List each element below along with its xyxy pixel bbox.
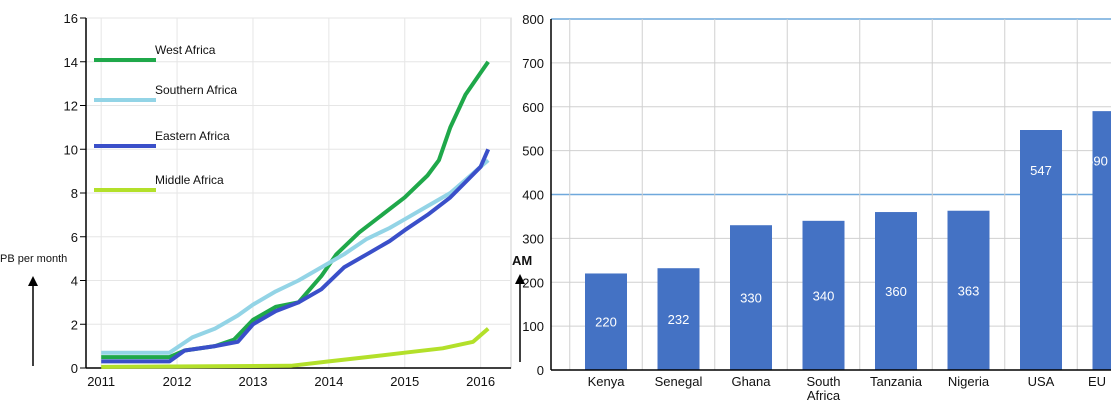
y-tick-label: 8 [71,186,78,201]
x-tick-label-line: USA [1028,374,1055,389]
x-tick-labels: Kenya Senegal Ghana South Africa Tanzania Nige… [588,374,1106,403]
y-tick-label: 600 [522,100,544,115]
y-tick-label: 0 [537,363,544,378]
up-arrow-icon [515,274,525,362]
x-tick-label: 2014 [314,374,343,389]
legend-label: West Africa [155,43,216,57]
x-tick-label: 2015 [390,374,419,389]
line-chart: 0 2 4 6 8 10 12 14 16 2011 2012 2013 2014 2015 2016 W… [0,11,512,389]
x-tick-label: South Africa [807,374,841,403]
x-tick-label-line: EU [1088,374,1106,389]
y-tick-label: 10 [64,142,78,157]
x-tick-label-line: Nigeria [948,374,990,389]
x-tick-label-line: Ghana [731,374,771,389]
data-label: 360 [885,284,907,299]
x-tick-label: Tanzania [870,374,923,389]
y-tick-label: 200 [522,275,544,290]
x-tick-label: Nigeria [948,374,990,389]
y-tick-label: 16 [64,11,78,26]
x-tick-label-line: Kenya [588,374,626,389]
bar-2 [730,225,772,370]
y-tick-label: 400 [522,188,544,203]
data-label: 340 [813,288,835,303]
y-tick-label: 0 [71,361,78,376]
bar-chart: 220 232 330 340 360 363 547 590 0 100 200 300 400 50… [512,12,1111,403]
x-tick-label: 2012 [163,374,192,389]
bar-4 [875,212,917,370]
y-tick-label: 2 [71,317,78,332]
x-tick-label: 2016 [466,374,495,389]
x-tick-label: Senegal [655,374,703,389]
bar-3 [802,220,845,370]
y-axis-label: AM [512,253,532,268]
legend-label: Southern Africa [155,83,237,97]
series-line-2 [101,148,491,364]
series-lines [101,60,491,369]
legend-label: Eastern Africa [155,129,230,143]
y-tick-label: 6 [71,230,78,245]
data-label: 330 [740,291,762,306]
x-tick-label: EU [1088,374,1106,389]
legend: West Africa Southern Africa Eastern Africa… [94,43,237,192]
y-tick-label: 100 [522,319,544,334]
series-line-1 [101,158,490,355]
data-label: 220 [595,315,617,330]
y-tick-label: 300 [522,231,544,246]
y-tick-label: 4 [71,274,78,289]
y-tick-label: 12 [64,99,78,114]
grid [86,17,511,368]
x-tick-label-line: South [807,374,841,389]
y-tick-label: 800 [522,12,544,27]
data-label: 590 [1086,154,1108,169]
data-labels: 220 232 330 340 360 363 547 590 [595,154,1108,330]
bar-0 [585,273,627,370]
y-tick-label: 500 [522,144,544,159]
data-label: 547 [1030,163,1052,178]
x-tick-label: 2013 [239,374,268,389]
data-label: 232 [668,312,690,327]
bar-1 [657,268,700,370]
bar-7 [1092,111,1111,370]
bars [585,111,1111,370]
x-tick-label: Kenya [588,374,626,389]
y-axis-label: PB per month [0,253,67,265]
x-tick-labels: 2011 2012 2013 2014 2015 2016 [87,374,495,389]
up-arrow-icon [28,276,38,366]
legend-label: Middle Africa [155,173,224,187]
x-tick-label-line: Tanzania [870,374,923,389]
x-tick-label: Ghana [731,374,771,389]
bar-6 [1020,130,1062,370]
x-tick-label: 2011 [87,374,115,389]
y-tick-label: 14 [64,55,78,70]
data-label: 363 [958,283,980,298]
x-tick-label-line: Africa [807,388,841,403]
y-tick-label: 700 [522,56,544,71]
x-tick-label: USA [1028,374,1055,389]
y-tick-labels: 0 2 4 6 8 10 12 14 16 [64,11,86,376]
axes [550,19,1111,371]
bar-5 [947,210,990,370]
series-line-3 [101,327,490,369]
x-tick-label-line: Senegal [655,374,703,389]
y-tick-labels: 0 100 200 300 400 500 600 700 800 [522,12,544,378]
